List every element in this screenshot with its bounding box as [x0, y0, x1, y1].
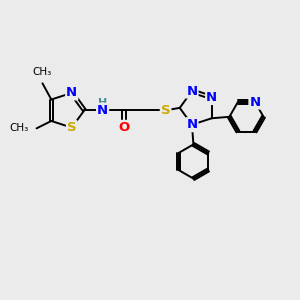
Text: CH₃: CH₃ — [33, 67, 52, 77]
Text: H: H — [98, 98, 107, 108]
Text: S: S — [67, 121, 76, 134]
Text: S: S — [161, 104, 170, 117]
Text: CH₃: CH₃ — [9, 123, 28, 133]
Text: N: N — [97, 104, 108, 117]
Text: N: N — [206, 91, 217, 104]
Text: O: O — [118, 121, 129, 134]
Text: N: N — [249, 95, 260, 109]
Text: N: N — [66, 86, 77, 99]
Text: N: N — [186, 118, 197, 131]
Text: N: N — [186, 85, 197, 98]
